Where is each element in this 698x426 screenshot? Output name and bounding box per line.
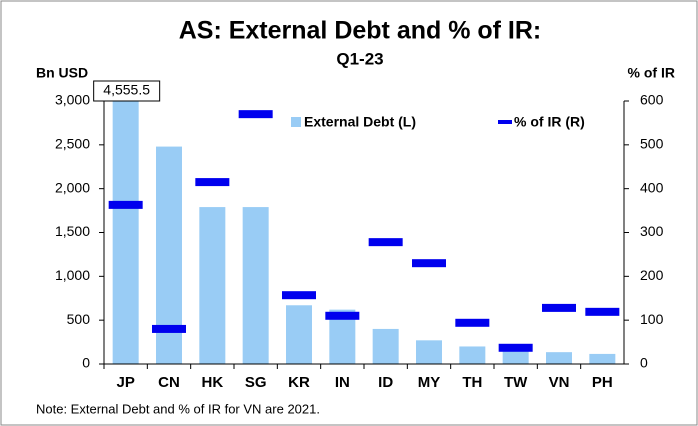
y-tick-label: 0 xyxy=(82,355,90,371)
chart-title: AS: External Debt and % of IR: xyxy=(179,17,542,45)
y-axis-label: Bn USD xyxy=(36,65,88,81)
x-tick-label: ID xyxy=(378,374,393,391)
plot-area xyxy=(112,101,616,364)
bar xyxy=(199,207,226,364)
chart-subtitle: Q1-23 xyxy=(336,49,383,68)
legend-label: External Debt (L) xyxy=(304,114,416,130)
bar xyxy=(502,349,529,364)
bar xyxy=(416,340,442,364)
y-tick-label: 1,000 xyxy=(55,267,90,283)
x-tick-label: MY xyxy=(418,374,441,391)
bar xyxy=(546,352,572,364)
dash xyxy=(412,259,446,268)
bar xyxy=(242,207,269,364)
dash xyxy=(238,110,273,119)
x-tick-label: SG xyxy=(245,374,267,391)
legend-swatch xyxy=(498,120,512,124)
y2-tick-label: 100 xyxy=(640,311,664,327)
x-tick-label: CN xyxy=(158,374,180,391)
dash xyxy=(152,324,186,333)
x-tick-label: KR xyxy=(288,374,310,391)
dash xyxy=(282,291,316,300)
y2-tick-label: 0 xyxy=(640,355,648,371)
x-tick-label: HK xyxy=(201,374,223,391)
value-label-box xyxy=(93,80,161,102)
y-tick-label: 500 xyxy=(67,311,91,327)
x-tick-label: PH xyxy=(592,374,613,391)
dash xyxy=(542,303,576,312)
y2-tick-label: 200 xyxy=(640,267,664,283)
dash xyxy=(108,200,143,209)
dash xyxy=(325,311,360,320)
note: Note: External Debt and % of IR for VN a… xyxy=(36,401,320,416)
y2-tick-label: 300 xyxy=(640,223,664,239)
bar xyxy=(589,353,616,364)
dash xyxy=(455,318,490,327)
dash xyxy=(195,178,230,187)
x-tick-label: TH xyxy=(462,374,482,391)
x-tick-label: JP xyxy=(116,374,134,391)
dash xyxy=(498,343,533,352)
dash xyxy=(368,238,403,247)
bar xyxy=(112,101,139,364)
y2-axis-label: % of IR xyxy=(628,65,675,81)
x-tick-label: TW xyxy=(504,374,528,391)
y-tick-label: 2,000 xyxy=(55,179,90,195)
dash xyxy=(585,307,620,316)
x-tick-label: VN xyxy=(549,374,570,391)
bar xyxy=(459,346,486,364)
y2-tick-label: 500 xyxy=(640,136,664,152)
y-tick-label: 1,500 xyxy=(55,223,90,239)
x-tick-label: IN xyxy=(335,374,350,391)
y-tick-label: 2,500 xyxy=(55,136,90,152)
y2-tick-label: 400 xyxy=(640,179,664,195)
y-tick-label: 3,000 xyxy=(55,92,90,108)
y2-tick-label: 600 xyxy=(640,92,664,108)
bar xyxy=(372,328,399,364)
legend-swatch xyxy=(291,117,301,127)
legend-label: % of IR (R) xyxy=(514,114,585,130)
bar xyxy=(286,305,312,364)
value-label: 4,555.5 xyxy=(103,82,150,98)
